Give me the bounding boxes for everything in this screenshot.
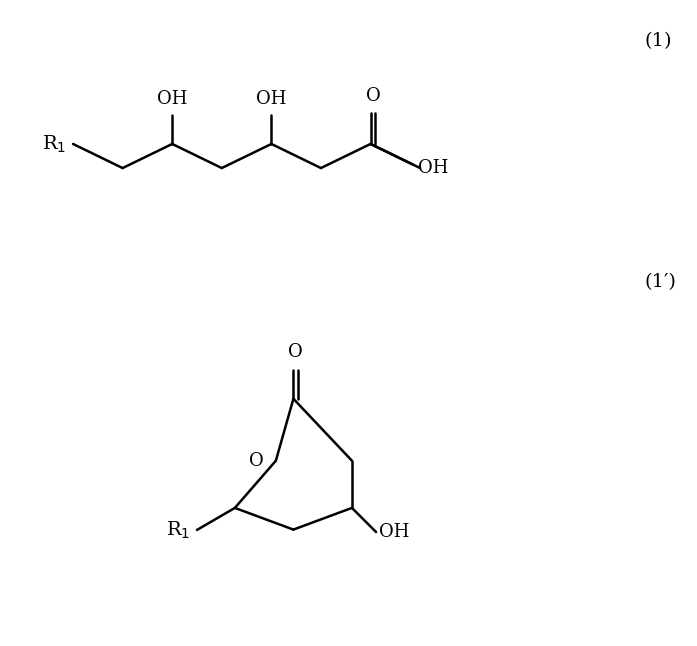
Text: R$_1$: R$_1$ <box>166 519 190 541</box>
Text: R$_1$: R$_1$ <box>42 133 66 154</box>
Text: OH: OH <box>379 523 410 541</box>
Text: (1′): (1′) <box>645 273 677 291</box>
Text: O: O <box>249 452 263 470</box>
Text: (1): (1) <box>645 32 672 50</box>
Text: O: O <box>289 343 303 361</box>
Text: O: O <box>365 87 381 105</box>
Text: OH: OH <box>256 90 286 108</box>
Text: OH: OH <box>157 90 187 108</box>
Text: OH: OH <box>418 159 449 177</box>
